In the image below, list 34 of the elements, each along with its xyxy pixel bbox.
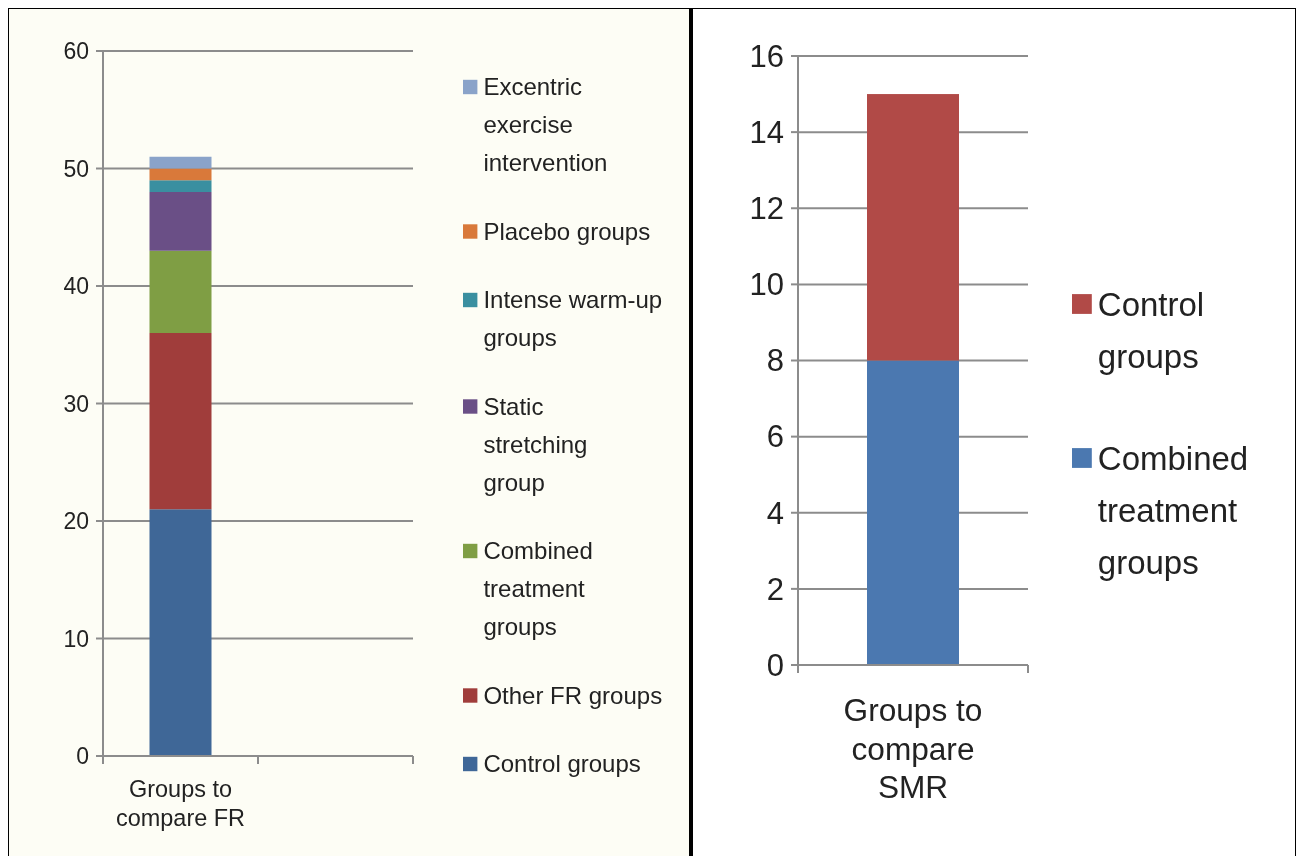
legend-label: Static stretching group (483, 392, 588, 496)
y-tick-label: 6 (766, 419, 784, 455)
y-tick-label: 4 (766, 495, 784, 531)
bar (149, 180, 212, 192)
legend-label: Combined treatment groups (1097, 439, 1249, 581)
y-tick-label: 20 (63, 508, 89, 535)
y-tick-label: 2 (766, 571, 784, 607)
legend-label: Excentric exercise intervention (483, 73, 608, 177)
y-tick-label: 50 (63, 155, 89, 182)
y-tick-label: 10 (749, 267, 784, 303)
y-tick-label: 30 (63, 390, 89, 417)
y-tick-label: 14 (749, 114, 784, 150)
legend-label: Combined treatment groups (483, 537, 593, 641)
y-tick-label: 12 (749, 191, 784, 227)
y-tick-label: 40 (63, 273, 89, 300)
legend-label: Placebo groups (483, 217, 651, 245)
legend-label: Intense warm-up groups (483, 286, 663, 352)
bar (149, 333, 212, 510)
bar (149, 509, 212, 756)
y-tick-label: 16 (749, 38, 784, 74)
y-tick-label: 0 (766, 647, 784, 683)
legend-label: Other FR groups (483, 681, 663, 709)
x-tick-label: Groups to compare FR (115, 776, 246, 832)
x-tick-label: Groups to compare SMR (843, 691, 983, 806)
bar (149, 156, 212, 169)
legend-label: Control groups (483, 750, 641, 778)
y-tick-label: 8 (766, 343, 784, 379)
y-tick-label: 0 (76, 743, 89, 770)
legend-label: Control groups (1097, 285, 1205, 375)
y-tick-label: 10 (63, 625, 89, 652)
bar (149, 250, 212, 333)
y-tick-label: 60 (63, 38, 89, 65)
bar (149, 168, 212, 181)
bar (149, 192, 212, 251)
